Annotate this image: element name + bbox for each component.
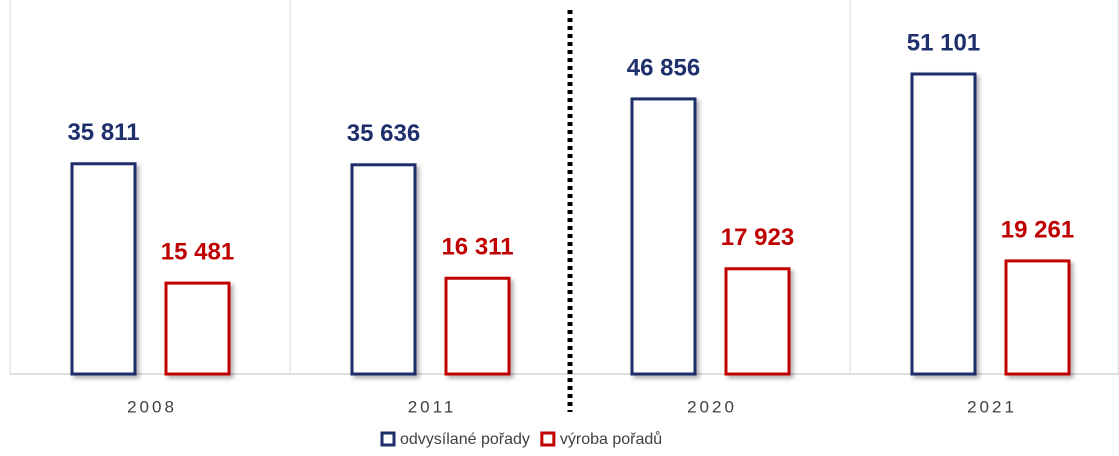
bar — [724, 267, 791, 376]
value-label: 35 811 — [67, 119, 139, 146]
x-tick-label: 2008 — [127, 397, 177, 416]
legend-label: odvysílané pořady — [400, 431, 530, 448]
bar — [70, 162, 137, 376]
legend-label: výroba pořadů — [560, 430, 662, 448]
value-label: 19 261 — [1001, 216, 1074, 243]
x-tick-label: 2020 — [687, 397, 737, 416]
legend-swatch — [380, 431, 396, 447]
bar — [350, 163, 417, 376]
x-tick-label: 2021 — [967, 397, 1017, 416]
value-label: 51 101 — [907, 29, 980, 56]
bar — [444, 276, 511, 376]
value-label: 46 856 — [627, 54, 700, 81]
bar — [164, 281, 231, 376]
bar — [1004, 259, 1071, 376]
legend-swatch — [540, 431, 556, 447]
x-tick-label: 2011 — [408, 397, 457, 416]
value-label: 35 636 — [347, 120, 420, 147]
value-label: 16 311 — [441, 234, 513, 261]
bar — [630, 97, 697, 376]
value-label: 17 923 — [721, 224, 794, 251]
value-label: 15 481 — [161, 238, 234, 265]
bar — [910, 72, 977, 376]
